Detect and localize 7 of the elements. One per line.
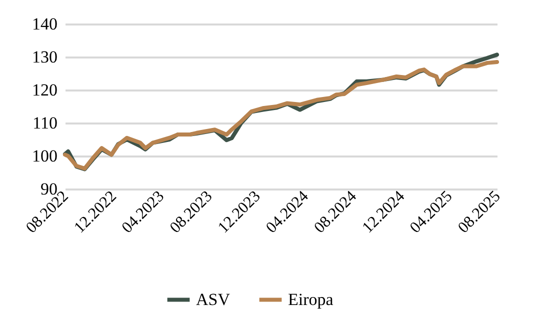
y-tick-label: 140 bbox=[32, 14, 58, 34]
y-tick-label: 120 bbox=[32, 80, 58, 100]
y-tick-label: 110 bbox=[32, 114, 58, 132]
legend-label: ASV bbox=[196, 290, 231, 309]
y-tick-label: 130 bbox=[32, 48, 58, 66]
y-tick-label: 100 bbox=[32, 146, 58, 166]
legend-label: Eiropa bbox=[288, 290, 334, 309]
